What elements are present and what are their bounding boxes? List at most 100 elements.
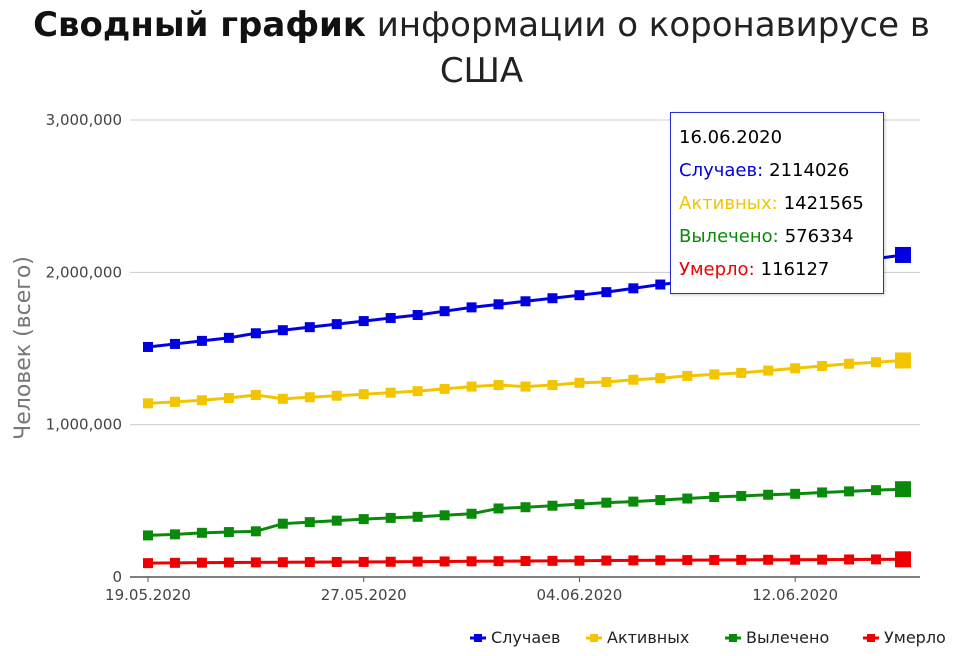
legend-item[interactable]: Активных — [586, 628, 689, 647]
data-point[interactable] — [655, 555, 666, 566]
data-point[interactable] — [817, 487, 828, 498]
data-point[interactable] — [682, 493, 693, 504]
data-point[interactable] — [466, 302, 477, 313]
data-point[interactable] — [143, 558, 153, 569]
data-point[interactable] — [304, 557, 315, 568]
data-point[interactable] — [601, 287, 612, 298]
data-point[interactable] — [628, 374, 639, 385]
data-point[interactable] — [547, 293, 558, 304]
data-point[interactable] — [250, 389, 261, 400]
data-point[interactable] — [682, 370, 693, 381]
data-point[interactable] — [844, 486, 855, 497]
data-point[interactable] — [331, 319, 342, 330]
data-point[interactable] — [277, 393, 288, 404]
data-point[interactable] — [871, 485, 882, 496]
data-point[interactable] — [790, 363, 801, 374]
data-point[interactable] — [895, 246, 911, 263]
legend-item[interactable]: Случаев — [470, 628, 560, 647]
data-point[interactable] — [655, 373, 666, 384]
data-point[interactable] — [466, 556, 477, 567]
data-point[interactable] — [709, 492, 720, 503]
data-point[interactable] — [520, 296, 531, 307]
data-point[interactable] — [520, 556, 531, 567]
data-point[interactable] — [466, 508, 477, 519]
data-point[interactable] — [385, 512, 396, 523]
data-point[interactable] — [439, 556, 450, 567]
data-point[interactable] — [412, 386, 423, 397]
data-point[interactable] — [709, 554, 720, 565]
data-point[interactable] — [871, 554, 882, 565]
data-point[interactable] — [628, 496, 639, 507]
data-point[interactable] — [169, 396, 180, 407]
data-point[interactable] — [682, 555, 693, 566]
data-point[interactable] — [250, 526, 261, 537]
data-point[interactable] — [196, 395, 207, 406]
data-point[interactable] — [817, 554, 828, 565]
data-point[interactable] — [709, 369, 720, 380]
data-point[interactable] — [547, 500, 558, 511]
data-point[interactable] — [763, 365, 774, 376]
data-point[interactable] — [736, 490, 747, 501]
data-point[interactable] — [304, 517, 315, 528]
data-point[interactable] — [871, 357, 882, 368]
data-point[interactable] — [277, 325, 288, 336]
data-point[interactable] — [520, 381, 531, 392]
data-point[interactable] — [250, 557, 261, 568]
data-point[interactable] — [169, 338, 180, 349]
data-point[interactable] — [277, 557, 288, 568]
data-point[interactable] — [763, 489, 774, 500]
data-point[interactable] — [143, 398, 153, 409]
data-point[interactable] — [628, 283, 639, 294]
data-point[interactable] — [358, 514, 369, 525]
data-point[interactable] — [385, 556, 396, 567]
legend-item[interactable]: Вылечено — [725, 628, 829, 647]
data-point[interactable] — [520, 502, 531, 513]
data-point[interactable] — [143, 341, 153, 352]
data-point[interactable] — [304, 322, 315, 333]
data-point[interactable] — [736, 554, 747, 565]
data-point[interactable] — [574, 290, 585, 301]
data-point[interactable] — [493, 556, 504, 567]
data-point[interactable] — [412, 309, 423, 320]
data-point[interactable] — [895, 352, 911, 369]
data-point[interactable] — [196, 335, 207, 346]
data-point[interactable] — [412, 511, 423, 522]
data-point[interactable] — [412, 556, 423, 567]
data-point[interactable] — [493, 299, 504, 310]
data-point[interactable] — [895, 551, 911, 568]
data-point[interactable] — [817, 361, 828, 372]
data-point[interactable] — [196, 557, 207, 568]
data-point[interactable] — [143, 530, 153, 541]
data-point[interactable] — [547, 555, 558, 566]
data-point[interactable] — [169, 557, 180, 568]
legend[interactable]: Случаев Активных Вылечено Умерло — [470, 628, 946, 647]
data-point[interactable] — [385, 387, 396, 398]
data-point[interactable] — [223, 393, 234, 404]
data-point[interactable] — [790, 488, 801, 499]
data-point[interactable] — [358, 316, 369, 327]
data-point[interactable] — [358, 556, 369, 567]
data-point[interactable] — [385, 313, 396, 324]
data-point[interactable] — [223, 557, 234, 568]
data-point[interactable] — [358, 389, 369, 400]
data-point[interactable] — [439, 306, 450, 317]
data-point[interactable] — [844, 358, 855, 369]
data-point[interactable] — [655, 279, 666, 290]
data-point[interactable] — [439, 510, 450, 521]
data-point[interactable] — [601, 555, 612, 566]
data-point[interactable] — [169, 529, 180, 540]
data-point[interactable] — [277, 518, 288, 529]
data-point[interactable] — [304, 392, 315, 403]
data-point[interactable] — [574, 377, 585, 388]
data-point[interactable] — [790, 554, 801, 565]
data-point[interactable] — [493, 380, 504, 391]
data-point[interactable] — [895, 481, 911, 498]
data-point[interactable] — [655, 495, 666, 506]
data-point[interactable] — [493, 503, 504, 514]
data-point[interactable] — [196, 527, 207, 538]
data-point[interactable] — [628, 555, 639, 566]
data-point[interactable] — [331, 390, 342, 401]
legend-item[interactable]: Умерло — [863, 628, 946, 647]
data-point[interactable] — [574, 555, 585, 566]
data-point[interactable] — [601, 497, 612, 508]
